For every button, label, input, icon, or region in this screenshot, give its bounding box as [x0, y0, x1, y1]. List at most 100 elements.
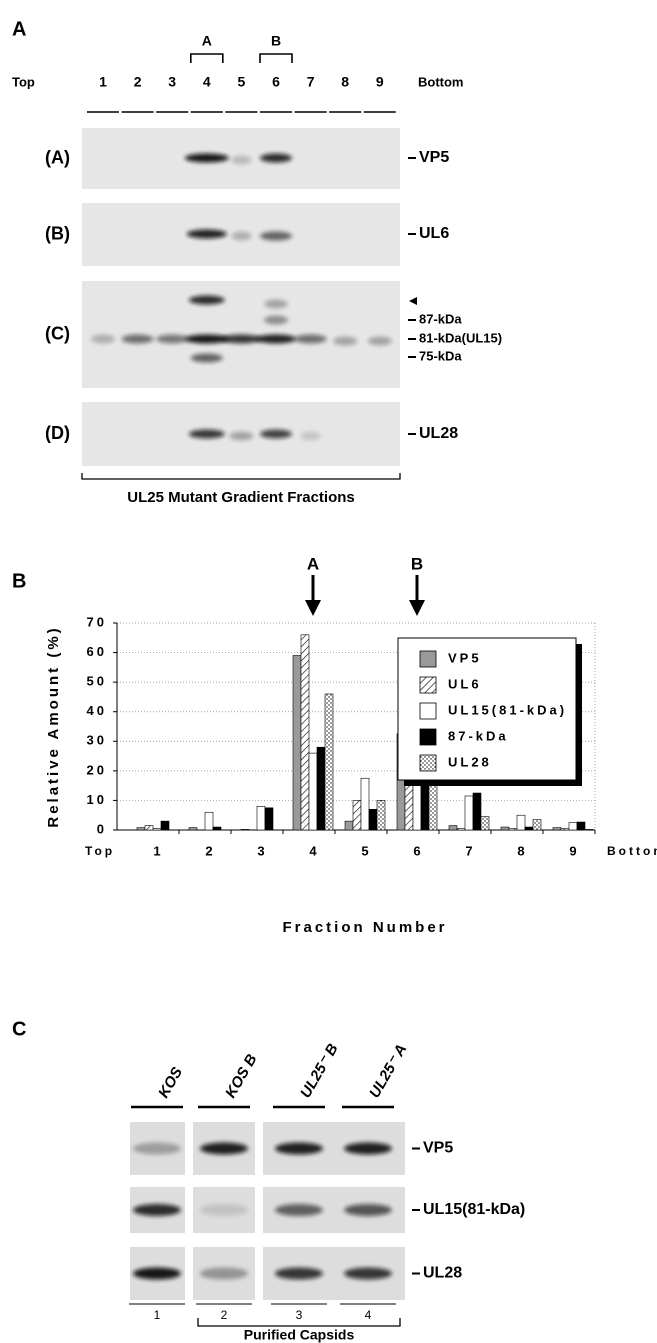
bar — [377, 800, 385, 830]
band — [187, 230, 227, 239]
y-tick-label: 20 — [87, 762, 107, 777]
band — [344, 1204, 392, 1216]
legend-swatch — [420, 703, 436, 719]
y-tick-label: 0 — [97, 821, 107, 836]
x-tick-label: 7 — [465, 843, 472, 858]
bar — [481, 817, 489, 830]
annotation: A — [307, 554, 319, 573]
x-tick-label: 6 — [413, 843, 420, 858]
legend-label: 87-kDa — [448, 728, 509, 743]
lane-label: 6 — [272, 74, 280, 90]
caption: Purified Capsids — [244, 1327, 355, 1343]
marker-label: 81-kDa(UL15) — [419, 330, 502, 345]
bar — [265, 808, 273, 830]
band — [200, 1268, 248, 1280]
bar — [145, 826, 153, 830]
legend-swatch — [420, 651, 436, 667]
lane-label: 3 — [168, 74, 176, 90]
lane-label: KOS B — [222, 1051, 261, 1101]
panel-label: B — [12, 570, 26, 592]
bar — [569, 823, 577, 830]
bar — [301, 635, 309, 830]
bar — [517, 815, 525, 830]
bar — [257, 806, 265, 830]
row-label: (D) — [45, 423, 70, 443]
bar — [449, 826, 457, 830]
y-tick-label: 30 — [87, 733, 107, 748]
lane-number: 1 — [154, 1308, 161, 1322]
row-label: (A) — [45, 147, 70, 167]
group-bracket — [191, 54, 223, 63]
bar — [345, 821, 353, 830]
x-tick-label: 9 — [569, 843, 576, 858]
marker-label: VP5 — [419, 149, 449, 166]
figure: ATopBottom123456789AB(A)(B)(C)(D)VP5UL68… — [0, 0, 657, 1343]
band — [200, 1143, 248, 1155]
bar — [361, 778, 369, 830]
bar — [241, 829, 249, 830]
marker-label: UL28 — [419, 425, 458, 442]
group-label: B — [271, 33, 281, 49]
lane-label: UL25⁻ A — [366, 1041, 410, 1101]
y-tick-label: 70 — [87, 614, 107, 629]
lane-number: 2 — [221, 1308, 228, 1322]
bar — [509, 829, 517, 830]
marker-label: UL6 — [419, 225, 449, 242]
y-tick-label: 50 — [87, 674, 107, 689]
legend-swatch — [420, 755, 436, 771]
band — [275, 1143, 323, 1155]
legend-swatch — [420, 729, 436, 745]
band — [275, 1268, 323, 1280]
bar — [153, 829, 161, 830]
bar — [525, 827, 533, 830]
bar — [457, 829, 465, 830]
band — [91, 335, 115, 344]
band — [185, 154, 229, 163]
band — [191, 354, 223, 363]
row-label: (C) — [45, 323, 70, 343]
bar — [205, 812, 213, 830]
bar — [309, 753, 317, 830]
band — [221, 335, 261, 344]
band — [256, 335, 296, 344]
marker-label: 75-kDa — [419, 348, 462, 363]
blot — [82, 281, 400, 388]
lane-number: 3 — [296, 1308, 303, 1322]
bar — [325, 694, 333, 830]
x-tick-label: 2 — [205, 843, 212, 858]
lane-label: KOS — [155, 1064, 186, 1101]
band — [231, 156, 251, 165]
band — [189, 296, 225, 305]
bar — [369, 809, 377, 830]
marker-label: UL15(81-kDa) — [423, 1201, 525, 1218]
x-start-label: Top — [85, 844, 115, 858]
x-tick-label: 1 — [153, 843, 160, 858]
bar — [561, 829, 569, 830]
x-axis-label: Fraction Number — [282, 919, 447, 936]
lane-label: 9 — [376, 74, 384, 90]
band — [156, 335, 188, 344]
bar — [473, 793, 481, 830]
bar — [533, 820, 541, 830]
legend-swatch — [420, 677, 436, 693]
bar — [553, 828, 561, 830]
band — [133, 1143, 181, 1155]
band — [189, 430, 225, 439]
band — [133, 1268, 181, 1280]
band — [344, 1143, 392, 1155]
lane-label: UL25⁻ B — [297, 1041, 342, 1101]
band — [200, 1204, 248, 1216]
lane-label: 4 — [203, 74, 211, 90]
panel-label: C — [12, 1018, 26, 1040]
y-tick-label: 10 — [87, 792, 107, 807]
x-tick-label: 5 — [361, 843, 368, 858]
group-label: A — [202, 33, 212, 49]
x-tick-label: 4 — [309, 843, 317, 858]
band — [231, 232, 251, 241]
bar — [213, 827, 221, 830]
marker-label: 87-kDa — [419, 311, 462, 326]
bottom-label: Bottom — [418, 74, 464, 89]
y-tick-label: 40 — [87, 703, 107, 718]
lane-label: 1 — [99, 74, 107, 90]
band — [133, 1204, 181, 1216]
